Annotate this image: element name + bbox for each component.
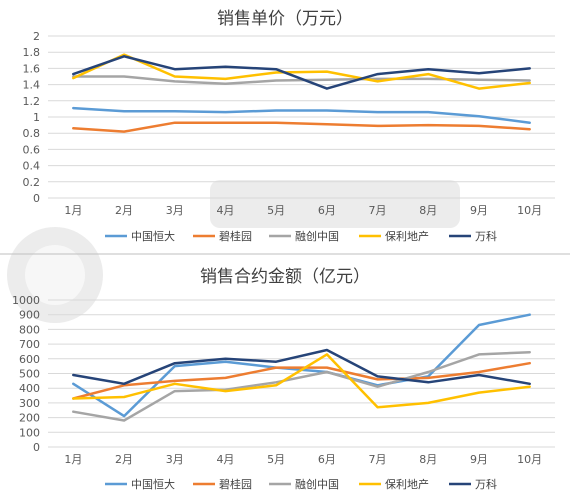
y-tick-label: 1 <box>33 111 40 124</box>
legend-label: 保利地产 <box>385 229 429 243</box>
x-tick-label: 2月 <box>115 453 133 466</box>
legend-item: 中国恒大 <box>105 477 175 491</box>
legend-item: 中国恒大 <box>105 229 175 243</box>
y-tick-label: 200 <box>19 412 40 425</box>
legend-label: 碧桂园 <box>219 229 252 243</box>
y-tick-label: 300 <box>19 397 40 410</box>
y-tick-label: 1.2 <box>23 95 41 108</box>
legend-label: 中国恒大 <box>131 477 175 491</box>
series-line-1 <box>72 106 531 124</box>
legend-label: 万科 <box>475 477 497 491</box>
x-tick-label: 10月 <box>517 204 542 217</box>
legend-label: 碧桂园 <box>219 477 252 491</box>
x-tick-label: 1月 <box>64 204 82 217</box>
series-line-3 <box>72 350 531 422</box>
y-tick-label: 1.6 <box>23 62 41 75</box>
legend-item: 融创中国 <box>269 230 339 243</box>
y-tick-label: 100 <box>19 426 40 439</box>
y-tick-label: 0.6 <box>23 143 41 156</box>
legend-label: 保利地产 <box>385 477 429 491</box>
series-line-2 <box>72 361 531 400</box>
series-line-5 <box>72 55 531 90</box>
y-tick-label: 0 <box>33 192 40 205</box>
x-tick-label: 4月 <box>216 204 234 217</box>
x-tick-label: 7月 <box>369 453 387 466</box>
legend-item: 万科 <box>449 477 497 491</box>
x-tick-label: 6月 <box>318 453 336 466</box>
x-tick-label: 6月 <box>318 204 336 217</box>
legend-item: 保利地产 <box>359 477 429 491</box>
y-tick-label: 0 <box>33 441 40 454</box>
series-line-5 <box>72 348 531 386</box>
x-tick-label: 8月 <box>419 204 437 217</box>
legend-item: 碧桂园 <box>193 477 252 491</box>
series-line-4 <box>72 53 531 90</box>
series-line-4 <box>72 353 531 409</box>
legend-item: 万科 <box>449 229 497 243</box>
x-tick-label: 1月 <box>64 453 82 466</box>
y-tick-label: 800 <box>19 323 40 336</box>
y-tick-label: 0.2 <box>23 176 41 189</box>
series-line-1 <box>72 313 531 418</box>
x-tick-label: 9月 <box>470 204 488 217</box>
x-tick-label: 5月 <box>267 453 285 466</box>
y-tick-label: 1.8 <box>23 46 41 59</box>
watermark-logo <box>7 180 460 323</box>
x-tick-label: 3月 <box>166 453 184 466</box>
y-tick-label: 500 <box>19 368 40 381</box>
chart-contract-amount: 销售合约金额（亿元） 01002003004005006007008009001… <box>12 267 555 491</box>
legend-item: 融创中国 <box>269 478 339 491</box>
x-tick-label: 9月 <box>470 453 488 466</box>
y-tick-label: 900 <box>19 309 40 322</box>
legend-item: 碧桂园 <box>193 229 252 243</box>
legend-label: 融创中国 <box>295 230 339 243</box>
chart-title: 销售单价（万元） <box>217 9 353 29</box>
x-tick-label: 4月 <box>216 453 234 466</box>
x-tick-label: 7月 <box>369 204 387 217</box>
legend-item: 保利地产 <box>359 229 429 243</box>
legend-label: 中国恒大 <box>131 229 175 243</box>
y-tick-label: 0.8 <box>23 127 41 140</box>
x-tick-label: 10月 <box>517 453 542 466</box>
y-tick-label: 600 <box>19 353 40 366</box>
y-tick-label: 400 <box>19 382 40 395</box>
series-line-2 <box>72 121 531 133</box>
chart-title: 销售合约金额（亿元） <box>200 267 370 287</box>
y-tick-label: 1000 <box>12 294 40 307</box>
x-tick-label: 3月 <box>166 204 184 217</box>
y-tick-label: 700 <box>19 338 40 351</box>
x-tick-label: 8月 <box>419 453 437 466</box>
y-tick-label: 1.4 <box>23 79 41 92</box>
chart-unit-price: 销售单价（万元） 0 0.2 0.4 0.6 0.8 1 1.2 1.4 1.6 1.8 2 1月 2… <box>23 9 555 243</box>
legend-label: 融创中国 <box>295 478 339 491</box>
y-tick-label: 2 <box>33 30 40 43</box>
x-tick-label: 2月 <box>115 204 133 217</box>
legend-label: 万科 <box>475 229 497 243</box>
y-tick-label: 0.4 <box>23 160 41 173</box>
x-tick-label: 5月 <box>267 204 285 217</box>
